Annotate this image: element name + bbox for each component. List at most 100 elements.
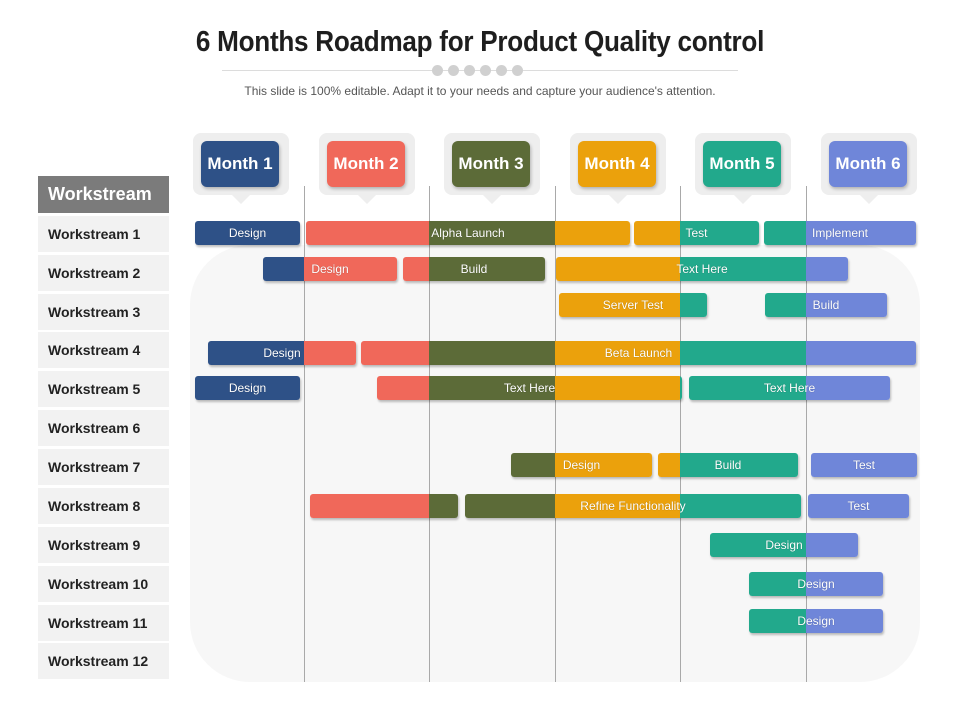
bar-segment <box>764 221 806 245</box>
task-bar: Design <box>195 376 300 400</box>
bar-segment <box>710 533 806 557</box>
bar-segment <box>195 376 300 400</box>
task-label: Test <box>852 458 875 472</box>
task-label: Build <box>460 262 488 276</box>
bar-segment <box>304 341 356 365</box>
workstream-row-9: Workstream 9 <box>38 527 169 563</box>
workstream-row-8: Workstream 8 <box>38 488 169 524</box>
task-bar: Design <box>263 257 397 281</box>
month-6-badge: Month 6 <box>821 133 917 204</box>
task-label: Design <box>228 226 267 240</box>
task-bar: Refine Functionality <box>465 494 801 518</box>
slide-subtitle: This slide is 100% editable. Adapt it to… <box>244 84 716 98</box>
bar-segment <box>680 453 798 477</box>
task-bar: Build <box>403 257 545 281</box>
month-3-label: Month 3 <box>452 141 530 187</box>
workstream-row-5: Workstream 5 <box>38 371 169 407</box>
month-4-label: Month 4 <box>578 141 656 187</box>
month-3-badge: Month 3 <box>444 133 540 204</box>
bar-segment <box>429 257 545 281</box>
task-bar: Design <box>208 341 356 365</box>
bar-segment <box>680 257 806 281</box>
month-divider <box>555 186 556 682</box>
dot-icon <box>448 65 459 76</box>
task-bar: Test <box>808 494 909 518</box>
task-bar: Test <box>634 221 759 245</box>
bar-segment <box>555 341 680 365</box>
bar-segment <box>555 453 652 477</box>
bar-segment <box>680 221 759 245</box>
bar-segment <box>555 494 680 518</box>
task-label: Design <box>562 458 601 472</box>
task-bar: Design <box>511 453 652 477</box>
bar-segment <box>808 494 909 518</box>
task-label: Text Here <box>763 381 816 395</box>
task-bar: Text Here <box>377 376 682 400</box>
task-bar: Alpha Launch <box>306 221 630 245</box>
workstream-row-2: Workstream 2 <box>38 255 169 291</box>
task-label: Text Here <box>676 262 728 276</box>
month-1-badge: Month 1 <box>193 133 289 204</box>
task-label: Refine Functionality <box>580 499 686 513</box>
bar-segment <box>806 533 858 557</box>
task-bar: Text Here <box>556 257 848 281</box>
bar-segment <box>310 494 429 518</box>
task-bar: Implement <box>764 221 916 245</box>
task-bar <box>310 494 458 518</box>
workstream-row-1: Workstream 1 <box>38 216 169 252</box>
task-bar: Beta Launch <box>361 341 916 365</box>
task-label: Test <box>685 226 708 240</box>
task-bar: Design <box>195 221 300 245</box>
bar-segment <box>806 221 916 245</box>
task-label: Test <box>847 499 870 513</box>
dot-icon <box>496 65 507 76</box>
task-bar: Build <box>765 293 887 317</box>
bar-segment <box>555 376 680 400</box>
bar-segment <box>429 221 555 245</box>
workstream-row-7: Workstream 7 <box>38 449 169 485</box>
month-divider <box>429 186 430 682</box>
bar-segment <box>749 609 806 633</box>
task-label: Implement <box>811 226 869 240</box>
bar-segment <box>377 376 429 400</box>
bar-segment <box>208 341 304 365</box>
task-label <box>310 494 458 518</box>
bar-segment <box>680 341 806 365</box>
task-bar: Build <box>658 453 798 477</box>
task-label: Design <box>797 614 835 628</box>
dot-icon <box>464 65 475 76</box>
task-bar: Server Test <box>559 293 707 317</box>
month-divider <box>806 186 807 682</box>
bar-segment <box>806 572 883 596</box>
dot-icon <box>432 65 443 76</box>
bar-segment <box>689 376 806 400</box>
bar-segment <box>680 293 707 317</box>
workstream-header: Workstream <box>38 176 169 213</box>
bar-segment <box>304 257 397 281</box>
task-label: Design <box>797 577 835 591</box>
task-label: Build <box>812 298 840 312</box>
task-label: Design <box>263 346 301 360</box>
bar-segment <box>263 257 304 281</box>
bar-segment <box>429 341 555 365</box>
month-divider <box>680 186 681 682</box>
bar-segment <box>634 221 680 245</box>
task-bar: Test <box>811 453 917 477</box>
task-bar: Text Here <box>689 376 890 400</box>
workstream-row-10: Workstream 10 <box>38 566 169 602</box>
bar-segment <box>559 293 680 317</box>
bar-segment <box>806 293 887 317</box>
month-2-badge: Month 2 <box>319 133 415 204</box>
task-label: Design <box>765 538 803 552</box>
bar-segment <box>306 221 429 245</box>
bar-segment <box>555 221 630 245</box>
bar-segment <box>765 293 806 317</box>
month-4-badge: Month 4 <box>570 133 666 204</box>
bar-segment <box>465 494 555 518</box>
workstream-row-4: Workstream 4 <box>38 332 169 368</box>
task-label: Server Test <box>602 298 664 312</box>
bar-segment <box>680 494 801 518</box>
task-bar: Design <box>749 609 883 633</box>
bar-segment <box>680 376 682 400</box>
dot-icon <box>480 65 491 76</box>
